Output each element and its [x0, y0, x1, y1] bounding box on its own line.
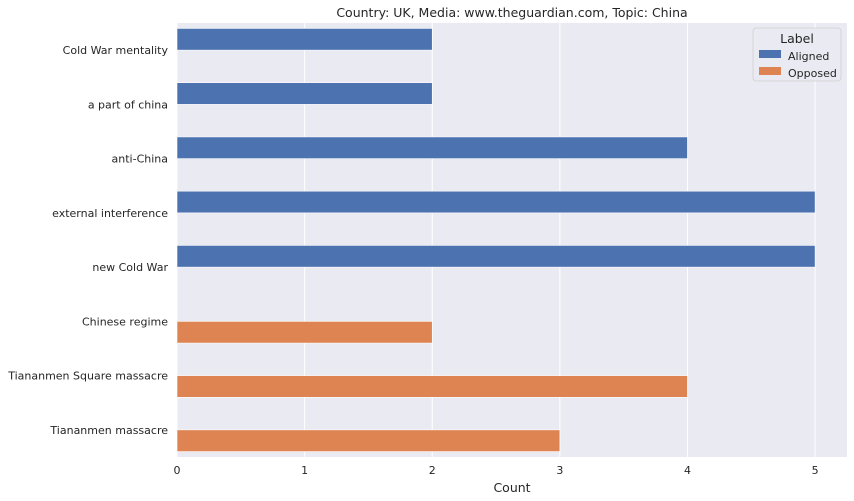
- x-tick-label: 4: [684, 464, 691, 477]
- bar-aligned: [176, 28, 433, 51]
- y-tick-label: Tiananmen Square massacre: [7, 370, 168, 383]
- legend: Label Aligned Opposed: [752, 27, 842, 82]
- bars: [176, 28, 816, 452]
- x-axis-label: Count: [493, 480, 530, 495]
- x-tick-labels: 0 1 2 3 4 5: [174, 464, 819, 477]
- x-tick-label: 0: [174, 464, 181, 477]
- legend-label-opposed: Opposed: [788, 67, 837, 80]
- y-tick-label: Chinese regime: [82, 315, 168, 328]
- legend-title: Label: [780, 31, 814, 46]
- bar-aligned: [176, 190, 816, 214]
- y-tick-label: Cold War mentality: [63, 44, 169, 57]
- y-tick-labels: Cold War mentality a part of china anti-Ch…: [7, 44, 168, 437]
- x-tick-label: 2: [429, 464, 436, 477]
- y-tick-label: a part of china: [88, 98, 168, 111]
- x-tick-label: 1: [301, 464, 308, 477]
- y-tick-label: new Cold War: [92, 261, 168, 274]
- legend-label-aligned: Aligned: [788, 50, 829, 63]
- bar-aligned: [176, 245, 816, 268]
- bar-opposed: [176, 429, 561, 452]
- bar-opposed: [176, 375, 688, 398]
- legend-swatch-opposed: [759, 67, 781, 75]
- chart-title: Country: UK, Media: www.theguardian.com,…: [336, 5, 687, 20]
- x-tick-label: 5: [812, 464, 819, 477]
- y-tick-label: anti-China: [112, 153, 168, 166]
- bar-aligned: [176, 82, 433, 105]
- y-tick-label: Tiananmen massacre: [49, 424, 168, 437]
- bar-opposed: [176, 321, 433, 344]
- legend-swatch-aligned: [759, 50, 781, 58]
- y-tick-label: external interference: [52, 207, 168, 220]
- x-tick-label: 3: [556, 464, 563, 477]
- bar-aligned: [176, 136, 688, 159]
